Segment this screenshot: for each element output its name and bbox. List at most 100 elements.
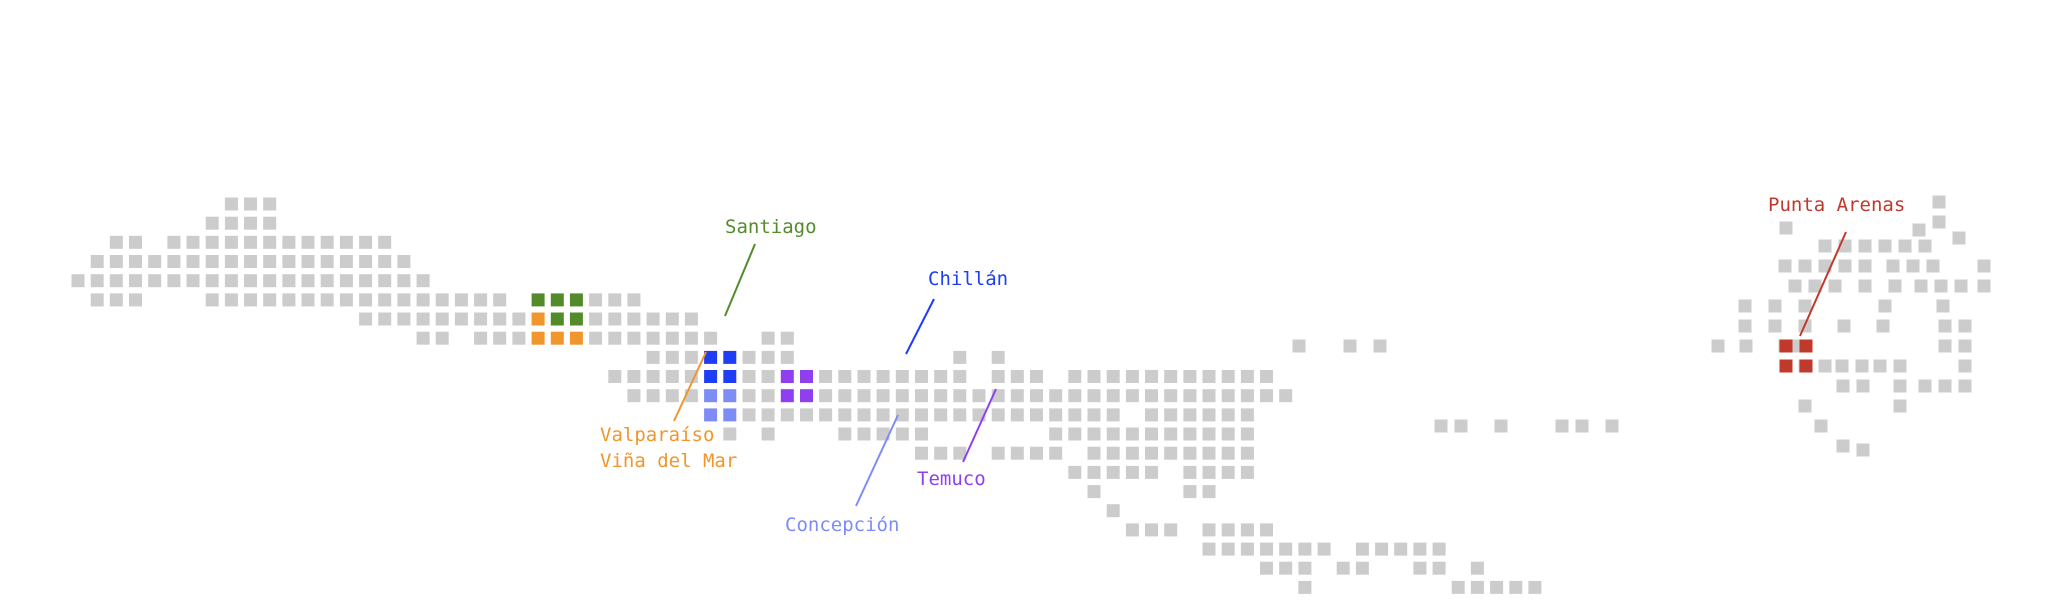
- land-cell: [1125, 523, 1139, 537]
- land-cell: [895, 427, 909, 441]
- land-cell: [1240, 523, 1254, 537]
- land-cell: [474, 293, 488, 307]
- land-cell: [1952, 231, 1966, 245]
- land-cell: [1106, 446, 1120, 460]
- land-cell: [1145, 427, 1158, 441]
- land-cell: [435, 312, 449, 326]
- land-cell: [474, 312, 488, 326]
- land-cell: [819, 408, 833, 422]
- land-cell: [416, 331, 430, 345]
- land-cell: [627, 331, 641, 345]
- land-cell: [1183, 446, 1197, 460]
- land-cell: [205, 293, 219, 307]
- land-cell: [1432, 542, 1446, 556]
- land-cell: [1954, 279, 1968, 293]
- city-cell-valparaiso: [569, 331, 583, 345]
- land-cell: [129, 255, 142, 268]
- city-cell-santiago: [569, 312, 583, 326]
- land-cell: [1106, 504, 1120, 518]
- land-cell: [1938, 379, 1952, 393]
- land-cell: [1202, 465, 1216, 479]
- land-cell: [435, 331, 449, 345]
- land-cell: [1049, 408, 1063, 422]
- land-cell: [263, 216, 277, 230]
- land-cell: [378, 255, 392, 268]
- land-cell: [1240, 408, 1254, 422]
- land-cell: [1087, 408, 1101, 422]
- land-cell: [224, 235, 238, 249]
- land-cell: [205, 274, 219, 288]
- land-cell: [263, 293, 277, 307]
- land-cell: [1298, 561, 1312, 575]
- land-cell: [263, 197, 277, 211]
- land-cell: [1768, 299, 1782, 313]
- land-cell: [397, 255, 411, 268]
- leader-line-temuco: [962, 388, 997, 463]
- land-cell: [512, 312, 526, 326]
- land-cell: [1068, 465, 1082, 479]
- city-cell-chillan: [723, 350, 737, 364]
- land-cell: [1087, 446, 1101, 460]
- land-cell: [1528, 580, 1542, 594]
- land-cell: [224, 216, 238, 230]
- land-cell: [493, 312, 507, 326]
- land-cell: [1936, 299, 1950, 313]
- land-cell: [915, 389, 928, 403]
- land-cell: [953, 370, 967, 383]
- land-cell: [742, 350, 756, 364]
- land-cell: [1373, 339, 1387, 353]
- land-cell: [742, 389, 756, 403]
- land-cell: [665, 389, 679, 403]
- land-cell: [109, 293, 123, 307]
- land-cell: [1106, 408, 1120, 422]
- land-cell: [1010, 389, 1024, 403]
- land-cell: [263, 255, 277, 268]
- land-cell: [1087, 389, 1101, 403]
- land-cell: [1837, 319, 1851, 333]
- land-cell: [454, 293, 468, 307]
- land-cell: [646, 370, 660, 383]
- land-cell: [224, 274, 238, 288]
- leader-line-santiago: [724, 243, 756, 317]
- land-cell: [1240, 389, 1254, 403]
- land-cell: [1918, 379, 1932, 393]
- land-cell: [1260, 523, 1273, 537]
- land-cell: [1938, 319, 1952, 333]
- land-cell: [378, 235, 392, 249]
- land-cell: [934, 389, 948, 403]
- land-cell: [1855, 359, 1869, 373]
- land-cell: [1240, 542, 1254, 556]
- land-cell: [1221, 465, 1235, 479]
- land-cell: [1926, 259, 1940, 273]
- city-cell-concepcion: [723, 389, 737, 403]
- city-cell-temuco: [800, 370, 813, 383]
- land-cell: [953, 408, 967, 422]
- land-cell: [895, 389, 909, 403]
- land-cell: [1202, 389, 1216, 403]
- land-cell: [1835, 359, 1849, 373]
- land-cell: [1183, 389, 1197, 403]
- land-cell: [397, 293, 411, 307]
- land-cell: [1164, 427, 1178, 441]
- land-cell: [838, 389, 852, 403]
- land-cell: [1202, 408, 1216, 422]
- land-cell: [129, 235, 142, 249]
- land-cell: [1087, 427, 1101, 441]
- land-cell: [1030, 408, 1043, 422]
- land-cell: [1030, 446, 1043, 460]
- land-cell: [608, 370, 622, 383]
- land-cell: [416, 293, 430, 307]
- land-cell: [148, 255, 162, 268]
- land-cell: [378, 312, 392, 326]
- land-cell: [1778, 259, 1792, 273]
- land-cell: [1355, 542, 1369, 556]
- land-cell: [915, 446, 928, 460]
- land-cell: [1918, 239, 1932, 253]
- land-cell: [761, 350, 775, 364]
- land-cell: [838, 370, 852, 383]
- land-cell: [1575, 419, 1589, 433]
- land-cell: [991, 350, 1005, 364]
- land-cells: [71, 195, 1991, 594]
- land-cell: [1798, 399, 1812, 413]
